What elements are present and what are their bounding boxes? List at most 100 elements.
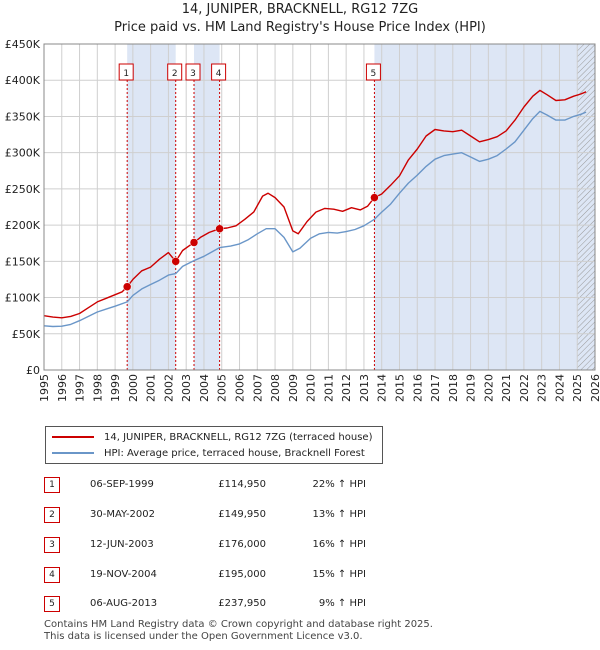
x-tick-label: 2003 [180, 374, 193, 402]
x-tick-label: 2006 [234, 374, 247, 402]
chart-subtitle: Price paid vs. HM Land Registry's House … [114, 20, 486, 35]
y-tick-label: £50K [12, 328, 41, 341]
plot-frame [43, 43, 596, 371]
sale-marker-box [118, 63, 134, 81]
sale-number: 3 [44, 537, 60, 553]
footer: Contains HM Land Registry data © Crown c… [44, 619, 433, 643]
x-tick-label: 2013 [358, 374, 371, 402]
legend-item-hpi: HPI: Average price, terraced house, Brac… [52, 446, 365, 460]
footer-copyright: Contains HM Land Registry data © Crown c… [44, 619, 433, 630]
sale-marker-label: 5 [371, 69, 377, 79]
sale-hpi: 9% ↑ HPI [318, 598, 366, 609]
x-tick-label: 2019 [465, 374, 478, 402]
price-chart: 1 2 3 4 5 £0 £50K £100K £150K £200K £250K £300K £350… [5, 38, 600, 402]
sale-row: 5 06-AUG-2013 £237,950 9% ↑ HPI [44, 596, 484, 612]
sale-date: 06-SEP-1999 [90, 479, 154, 490]
x-tick-label: 2011 [322, 374, 335, 402]
x-tick-label: 2026 [589, 374, 600, 402]
footer-licence: This data is licensed under the Open Gov… [44, 631, 363, 642]
x-tick-label: 2010 [305, 374, 318, 402]
sale-price: £195,000 [218, 569, 266, 580]
x-tick-label: 2012 [340, 374, 353, 402]
sale-marker-label: 1 [123, 69, 129, 79]
x-tick-label: 2009 [287, 374, 300, 402]
x-tick-label: 1995 [38, 374, 51, 402]
sale-marker-box [365, 63, 381, 81]
x-tick-label: 1998 [91, 374, 104, 402]
sale-marker-box [211, 63, 227, 81]
x-tick-label: 2015 [393, 374, 406, 402]
x-tick-label: 2017 [429, 374, 442, 402]
x-tick-label: 2000 [127, 374, 140, 402]
sale-number: 2 [44, 507, 60, 523]
x-tick-label: 2016 [411, 374, 424, 402]
sale-number: 4 [44, 567, 60, 583]
x-tick-label: 2014 [376, 374, 389, 402]
legend-label-hpi: HPI: Average price, terraced house, Brac… [104, 447, 365, 459]
sale-hpi: 22% ↑ HPI [312, 479, 366, 490]
y-tick-label: £250K [5, 183, 41, 196]
sale-hpi: 15% ↑ HPI [312, 569, 366, 580]
legend-item-property: 14, JUNIPER, BRACKNELL, RG12 7ZG (terrac… [52, 430, 372, 444]
sale-marker-label: 2 [172, 69, 178, 79]
x-tick-label: 2002 [162, 374, 175, 402]
sale-point [215, 224, 224, 233]
series-line [43, 110, 587, 328]
sale-row: 2 30-MAY-2002 £149,950 13% ↑ HPI [44, 507, 484, 523]
x-tick-label: 2005 [216, 374, 229, 402]
x-tick-label: 2021 [500, 374, 513, 402]
shaded-range [127, 44, 176, 370]
x-tick-label: 1997 [74, 374, 87, 402]
sale-marker-label: 3 [190, 69, 196, 79]
y-tick-label: £100K [5, 292, 41, 305]
x-tick-label: 2001 [145, 374, 158, 402]
sale-price: £149,950 [218, 509, 266, 520]
sale-row: 3 12-JUN-2003 £176,000 16% ↑ HPI [44, 537, 484, 553]
x-tick-label: 2018 [447, 374, 460, 402]
x-tick-label: 2004 [198, 374, 211, 402]
chart-title: 14, JUNIPER, BRACKNELL, RG12 7ZG [181, 2, 419, 17]
y-tick-label: £400K [5, 74, 41, 87]
sale-point [171, 257, 180, 266]
sale-number: 5 [44, 596, 60, 612]
y-tick-label: £150K [5, 255, 41, 268]
legend-label-property: 14, JUNIPER, BRACKNELL, RG12 7ZG (terrac… [104, 431, 373, 443]
x-tick-label: 2022 [518, 374, 531, 402]
x-tick-label: 1999 [109, 374, 122, 402]
sale-price: £114,950 [218, 479, 266, 490]
y-tick-label: £0 [26, 364, 40, 377]
legend: 14, JUNIPER, BRACKNELL, RG12 7ZG (terrac… [45, 426, 383, 464]
sale-marker-box [185, 63, 201, 81]
sale-date: 30-MAY-2002 [90, 509, 156, 520]
x-tick-label: 2007 [251, 374, 264, 402]
x-tick-label: 2020 [482, 374, 495, 402]
x-tick-label: 2008 [269, 374, 282, 402]
legend-swatch-property [52, 436, 94, 438]
sale-row: 4 19-NOV-2004 £195,000 15% ↑ HPI [44, 567, 484, 583]
sale-marker-label: 4 [216, 69, 222, 79]
sale-hpi: 16% ↑ HPI [312, 539, 366, 550]
y-tick-label: £200K [5, 219, 41, 232]
x-tick-label: 2024 [553, 374, 566, 402]
sale-price: £237,950 [218, 598, 266, 609]
sale-date: 19-NOV-2004 [90, 569, 157, 580]
y-tick-label: £300K [5, 147, 41, 160]
sale-date: 06-AUG-2013 [90, 598, 158, 609]
projection-hatch [577, 44, 595, 370]
legend-swatch-hpi [52, 452, 94, 454]
sale-point [122, 282, 132, 291]
sale-marker-box [167, 63, 183, 81]
x-tick-label: 2025 [571, 374, 584, 402]
y-tick-label: £350K [5, 110, 41, 123]
shaded-range [194, 44, 220, 370]
sale-point [370, 193, 379, 202]
series-line [43, 89, 587, 319]
sale-price: £176,000 [218, 539, 266, 550]
sale-hpi: 13% ↑ HPI [312, 509, 366, 520]
x-tick-label: 1996 [56, 374, 69, 402]
sale-row: 1 06-SEP-1999 £114,950 22% ↑ HPI [44, 477, 484, 493]
sale-point [189, 238, 199, 247]
sale-number: 1 [44, 477, 60, 493]
x-tick-label: 2023 [536, 374, 549, 402]
shaded-range [374, 44, 595, 370]
